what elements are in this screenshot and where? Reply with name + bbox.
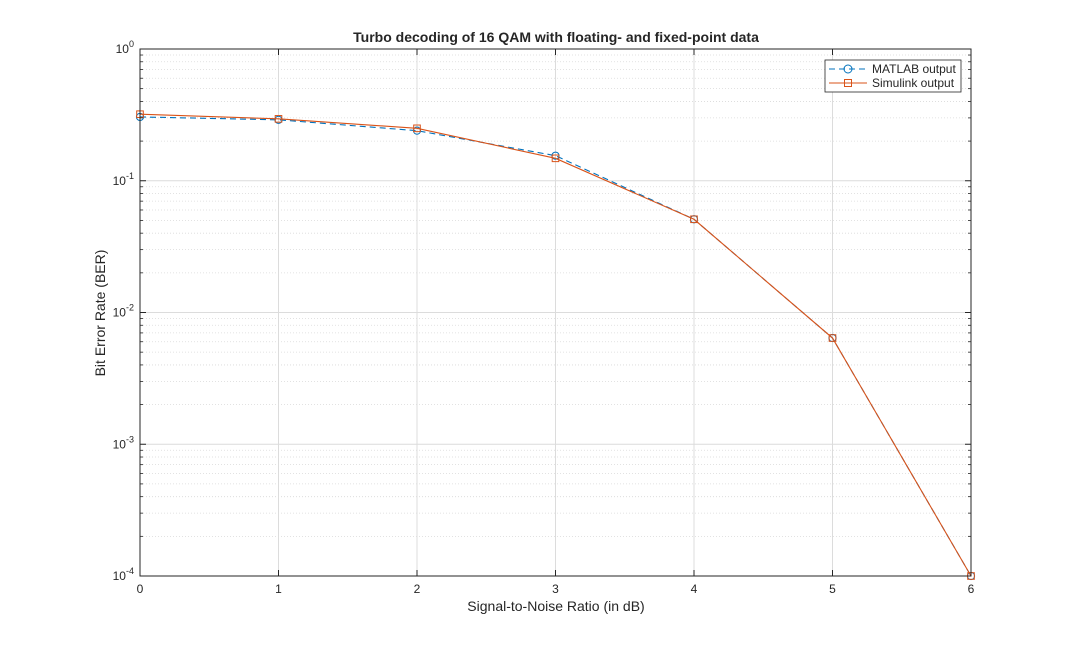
data-point [551, 154, 560, 163]
x-tick-label: 3 [552, 582, 559, 596]
y-axis-label: Bit Error Rate (BER) [92, 250, 108, 377]
series-line [139, 113, 972, 577]
x-tick-label: 0 [137, 582, 144, 596]
data-point [690, 215, 698, 224]
y-tick-label: 10-4 [113, 566, 134, 583]
data-point [413, 124, 421, 133]
legend-entry-simulink: Simulink output [829, 76, 955, 90]
y-tick-label: 10-2 [113, 303, 134, 320]
data-point [828, 334, 837, 342]
x-tick-label: 1 [275, 582, 282, 596]
y-tick-labels: 10-4 10-3 10-2 10-1 100 [113, 39, 134, 583]
legend-label: MATLAB output [872, 62, 956, 76]
x-tick-label: 6 [968, 582, 975, 596]
legend-label: Simulink output [872, 76, 955, 90]
data-point [274, 115, 283, 123]
x-tick-label: 5 [829, 582, 836, 596]
x-tick-label: 4 [691, 582, 698, 596]
axis-ticks [139, 48, 972, 577]
chart-title: Turbo decoding of 16 QAM with floating- … [353, 29, 759, 45]
y-tick-label: 10-3 [113, 434, 134, 451]
y-tick-label: 100 [116, 39, 134, 56]
y-tick-label: 10-1 [113, 171, 134, 188]
legend-marker-circle-icon [843, 64, 853, 74]
legend-marker-square-icon [844, 79, 852, 87]
legend-entry-matlab: MATLAB output [829, 62, 956, 76]
x-tick-labels: 0 1 2 3 4 5 6 [137, 582, 975, 596]
x-axis-label: Signal-to-Noise Ratio (in dB) [467, 598, 644, 614]
x-tick-label: 2 [414, 582, 421, 596]
legend[interactable]: MATLAB output Simulink output [824, 59, 962, 93]
